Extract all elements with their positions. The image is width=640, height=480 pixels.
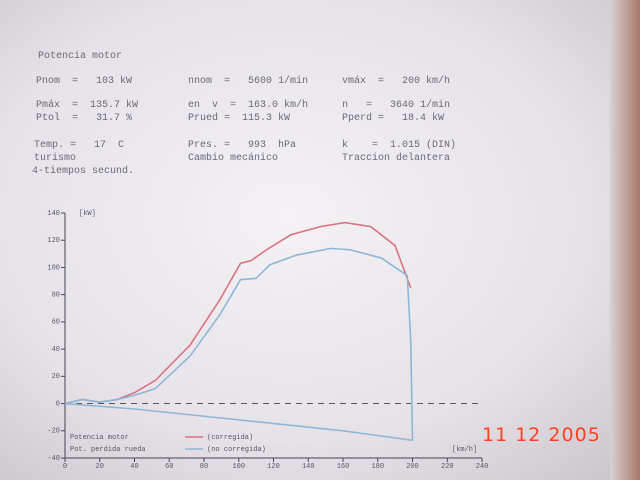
legend-label: (no corregida) (207, 446, 266, 454)
spec: Pnom = 103 kW (36, 76, 133, 87)
x-tick-label: 0 (63, 463, 67, 471)
x-tick-label: 180 (371, 463, 384, 471)
legend-title: Potencia motor (70, 434, 129, 442)
line (64, 402, 413, 442)
spec: nnom = 5600 1/min (188, 76, 309, 87)
y-tick-label: 140 (47, 210, 60, 218)
spec: vmáx = 200 km/h (342, 76, 451, 87)
y-tick-label: 60 (52, 319, 60, 327)
x-tick-label: 100 (232, 463, 245, 471)
y-axis-label: [kW] (79, 210, 96, 218)
y-tick-label: 40 (52, 346, 60, 354)
spec: Prued = 115.3 kW (188, 113, 291, 124)
spec: Ptol = 31.7 % (36, 113, 133, 124)
spec: k = 1.015 (DIN) (342, 140, 457, 151)
x-tick-label: 120 (267, 463, 280, 471)
line (64, 221, 412, 405)
legend-label: Pot. perdida rueda (70, 446, 146, 454)
x-axis-label: [km/h] (452, 446, 477, 454)
spec: Pres. = 993 hPa (188, 140, 297, 151)
date-stamp: 11 12 2005 (482, 424, 601, 446)
spec: Pmáx = 135.7 kW (36, 100, 139, 111)
background-edge (610, 0, 640, 480)
spec: Cambio mecánico (188, 153, 279, 164)
line (64, 247, 414, 441)
spec: en v = 163.0 km/h (188, 100, 309, 111)
y-tick-label: 20 (52, 373, 60, 381)
spec: n = 3640 1/min (342, 100, 451, 111)
x-tick-label: 60 (165, 463, 173, 471)
spec: turismo (34, 153, 77, 164)
legend-label: (corregida) (207, 434, 253, 442)
spec: Traccion delantera (342, 153, 451, 164)
y-tick-label: 0 (56, 400, 60, 408)
x-tick-label: 80 (200, 463, 208, 471)
x-tick-label: 160 (337, 463, 350, 471)
y-tick-label: 80 (52, 292, 60, 300)
heading: Potencia motor (38, 51, 123, 62)
y-tick-label: -20 (47, 428, 60, 436)
spec: 4-tiempos secund. (32, 166, 135, 177)
x-tick-label: 240 (476, 463, 489, 471)
y-tick-label: 120 (47, 237, 60, 245)
y-tick-label: 100 (47, 264, 60, 272)
spec: Pperd = 18.4 kW (342, 113, 445, 124)
x-tick-label: 220 (441, 463, 454, 471)
x-tick-label: 140 (302, 463, 315, 471)
y-tick-label: -40 (47, 455, 60, 463)
x-tick-label: 20 (96, 463, 104, 471)
x-tick-label: 40 (130, 463, 138, 471)
spec: Temp. = 17 C (34, 140, 125, 151)
x-tick-label: 200 (406, 463, 419, 471)
